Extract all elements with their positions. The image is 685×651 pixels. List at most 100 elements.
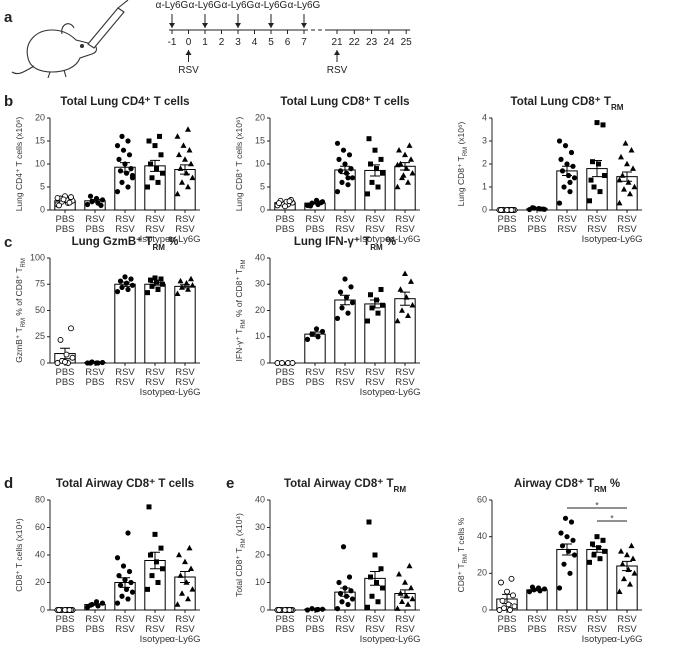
- panel-letter: d: [4, 475, 13, 492]
- data-point: [567, 189, 572, 194]
- data-point: [119, 594, 124, 599]
- data-point: [150, 284, 155, 289]
- y-tick-label: 40: [35, 549, 45, 559]
- data-point: [629, 147, 635, 153]
- bar: [395, 299, 415, 363]
- x-tick-label: Isotype: [360, 387, 391, 398]
- timeline-label: 4: [252, 37, 258, 48]
- data-point: [125, 287, 130, 292]
- data-point: [380, 586, 385, 591]
- y-axis-label: Lung CD4⁺ T cells (x10⁶): [14, 117, 24, 212]
- data-point: [569, 150, 574, 155]
- data-point: [335, 189, 340, 194]
- y-tick-label: 10: [255, 158, 265, 168]
- data-point: [408, 585, 414, 591]
- data-point: [370, 594, 375, 599]
- data-point: [309, 606, 314, 611]
- arrow-head: [301, 23, 307, 28]
- data-point: [345, 182, 350, 187]
- data-point: [287, 199, 292, 204]
- data-point: [159, 546, 164, 551]
- timeline-label: 5: [268, 37, 274, 48]
- data-point: [160, 566, 165, 571]
- data-point: [587, 198, 592, 203]
- data-point: [130, 590, 135, 595]
- data-point: [115, 601, 120, 606]
- data-point: [560, 543, 565, 548]
- data-point: [542, 586, 547, 591]
- data-point: [88, 603, 93, 608]
- data-point: [318, 200, 323, 205]
- data-point: [122, 577, 127, 582]
- data-point: [589, 178, 594, 183]
- data-point: [94, 196, 99, 201]
- data-point: [505, 589, 510, 594]
- data-point: [94, 599, 99, 604]
- data-point: [572, 552, 577, 557]
- data-point: [598, 189, 603, 194]
- data-point: [601, 538, 606, 543]
- data-point: [592, 553, 597, 558]
- data-point: [602, 173, 607, 178]
- y-tick-label: 80: [35, 494, 45, 504]
- infection-label: RSV: [327, 65, 348, 76]
- data-point: [396, 147, 402, 153]
- data-point: [160, 171, 165, 176]
- data-point: [156, 580, 161, 585]
- data-point: [587, 560, 592, 565]
- subscript: RM: [241, 538, 247, 547]
- data-point: [69, 195, 74, 200]
- data-point: [69, 326, 74, 331]
- y-axis-label: GzmB⁺ TRM % of CD8⁺ TRM: [14, 258, 27, 363]
- data-point: [508, 608, 513, 613]
- x-tick-label: α-Ly6G: [169, 387, 200, 398]
- data-point: [125, 184, 130, 189]
- x-tick-label: PBS: [305, 377, 324, 388]
- text-part: % of CD8⁺ T: [234, 269, 244, 320]
- data-point: [125, 596, 130, 601]
- data-point: [368, 162, 373, 167]
- y-tick-label: 0: [482, 604, 487, 614]
- data-point: [128, 166, 133, 171]
- data-point: [347, 574, 352, 579]
- data-point: [320, 607, 325, 612]
- data-point: [368, 292, 373, 297]
- text-part: (x10⁴): [234, 513, 244, 539]
- data-point: [127, 152, 132, 157]
- data-point: [148, 553, 153, 558]
- panel-letter: e: [226, 475, 234, 492]
- y-tick-label: 60: [35, 522, 45, 532]
- x-tick-label: PBS: [275, 224, 294, 235]
- data-point: [127, 569, 132, 574]
- data-point: [408, 156, 414, 162]
- data-point: [61, 197, 66, 202]
- text-part: Lung IFN-γ⁺ T: [294, 236, 370, 248]
- arrow-head: [334, 50, 340, 55]
- arrow-head: [235, 23, 241, 28]
- subscript: RM: [152, 243, 165, 252]
- data-point: [618, 154, 624, 160]
- x-tick-label: PBS: [305, 224, 324, 235]
- data-point: [119, 285, 124, 290]
- data-point: [128, 276, 133, 281]
- data-point: [373, 553, 378, 558]
- x-tick-label: RSV: [557, 224, 577, 235]
- data-point: [347, 152, 352, 157]
- data-point: [566, 173, 571, 178]
- subscript: RM: [463, 147, 469, 156]
- chart-title: Total Lung CD4⁺ T cells: [60, 96, 189, 108]
- data-point: [558, 530, 563, 535]
- data-point: [88, 360, 93, 365]
- data-point: [188, 161, 194, 167]
- data-point: [350, 300, 355, 305]
- data-point: [624, 161, 630, 167]
- data-point: [590, 542, 595, 547]
- y-tick-label: 25: [35, 331, 45, 341]
- timeline-label: 24: [383, 37, 395, 48]
- data-point: [160, 282, 165, 287]
- data-point: [379, 566, 384, 571]
- data-point: [122, 161, 127, 166]
- y-tick-label: 0: [260, 204, 265, 214]
- text-part: Total Airway CD8⁺ T cells: [56, 478, 194, 490]
- y-tick-label: 40: [255, 494, 265, 504]
